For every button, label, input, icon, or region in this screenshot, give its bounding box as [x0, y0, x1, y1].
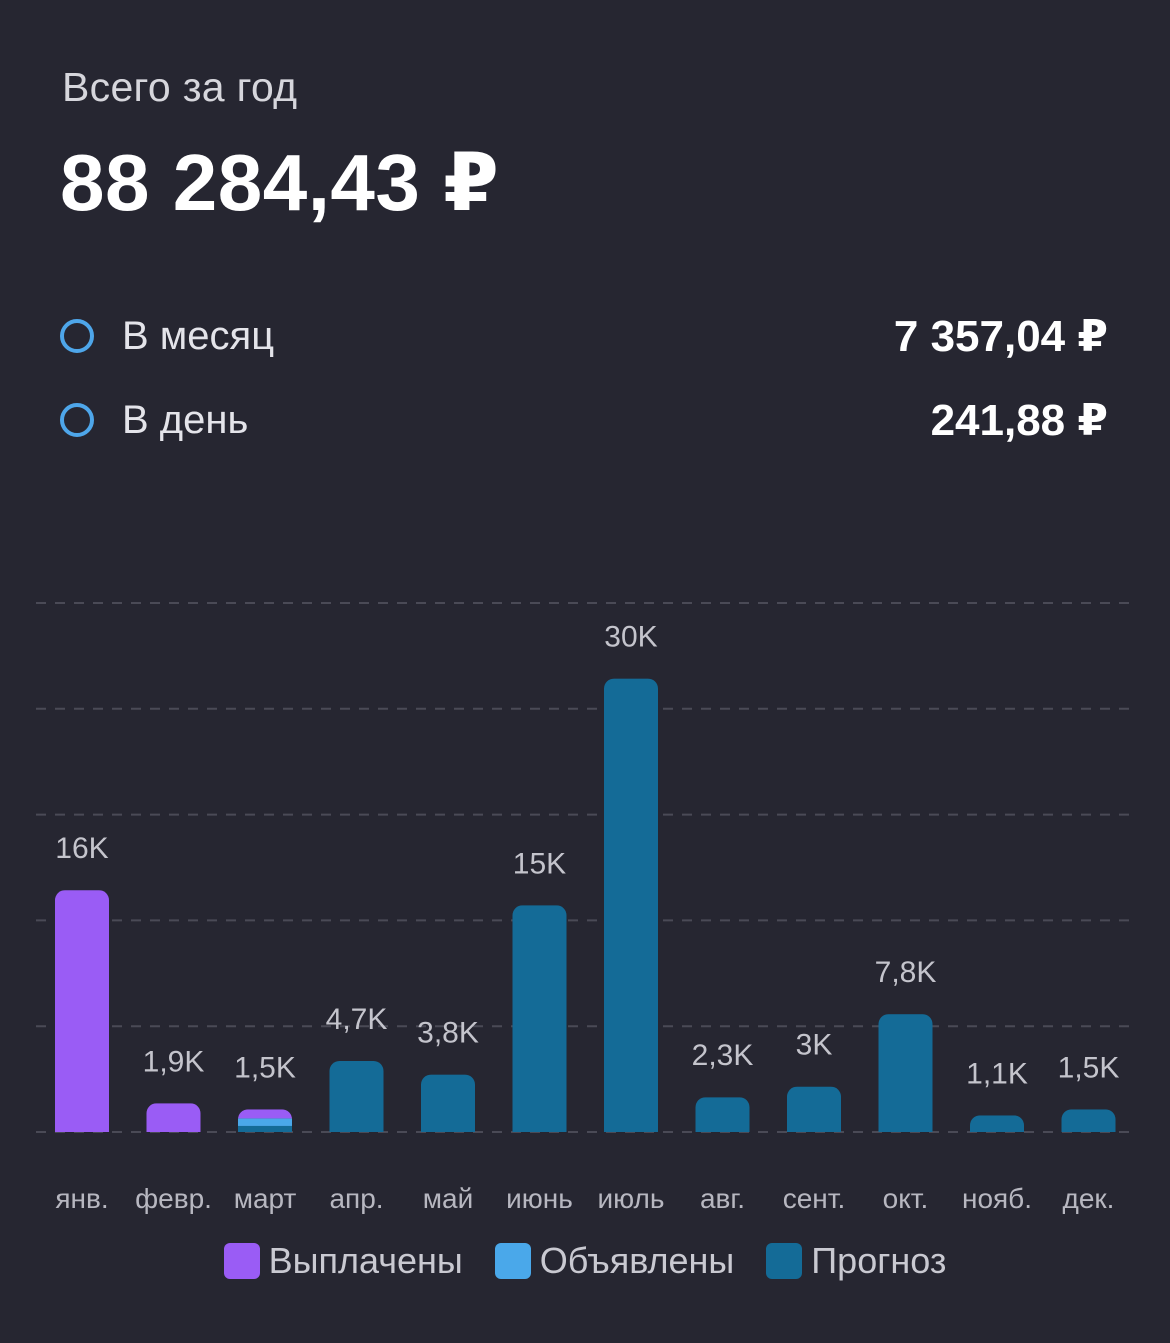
bar-value-label: 1,5K: [234, 1051, 296, 1084]
per-day-value: 241,88 ₽: [930, 395, 1108, 445]
bar-нояб.-Прогноз: [970, 1115, 1024, 1132]
month-label: июнь: [506, 1183, 573, 1214]
bar-дек.-Прогноз: [1061, 1109, 1116, 1132]
legend-label-forecast: Прогноз: [811, 1240, 947, 1281]
legend-swatch-forecast: [766, 1243, 803, 1279]
total-value: 88 284,43 ₽: [60, 138, 500, 227]
bar-июль-Прогноз: [604, 678, 658, 1132]
bar-сент.-Прогноз: [787, 1086, 841, 1132]
month-label: июль: [598, 1183, 665, 1214]
bar-value-label: 1,9K: [143, 1045, 205, 1078]
month-label: окт.: [883, 1183, 929, 1214]
bar-value-label: 16K: [55, 832, 108, 865]
per-month-value: 7 357,04 ₽: [893, 311, 1108, 361]
bar-июнь-Прогноз: [512, 905, 567, 1132]
radio-circle-icon[interactable]: [60, 403, 94, 437]
bar-value-label: 3K: [796, 1029, 833, 1062]
legend-item-forecast[interactable]: Прогноз: [766, 1240, 946, 1282]
bar-value-label: 3,8K: [417, 1017, 479, 1050]
bar-value-label: 1,1K: [966, 1057, 1028, 1090]
bar-март-Прогноз: [238, 1125, 292, 1132]
total-label: Всего за год: [62, 64, 298, 110]
per-month-row[interactable]: В месяц 7 357,04 ₽: [60, 308, 1108, 364]
bar-value-label: 4,7K: [326, 1003, 388, 1036]
month-label: авг.: [700, 1183, 745, 1214]
bar-март-Выплачены: [238, 1109, 292, 1119]
legend-label-paid: Выплачены: [268, 1240, 463, 1281]
bar-value-label: 15K: [513, 847, 566, 880]
month-label: нояб.: [962, 1183, 1032, 1214]
bar-февр.-Выплачены: [146, 1103, 201, 1132]
bar-апр.-Прогноз: [329, 1060, 384, 1132]
legend-item-paid[interactable]: Выплачены: [223, 1240, 463, 1282]
chart-legend: Выплачены Объявлены Прогноз: [0, 1240, 1170, 1282]
month-label: сент.: [783, 1183, 846, 1214]
bar-value-label: 2,3K: [692, 1039, 754, 1072]
bar-март-Объявлены: [238, 1118, 292, 1126]
bar-окт.-Прогноз: [878, 1014, 933, 1132]
per-day-row[interactable]: В день 241,88 ₽: [60, 392, 1108, 448]
month-label: дек.: [1063, 1183, 1115, 1214]
per-month-label: В месяц: [122, 313, 275, 358]
legend-item-announced[interactable]: Объявлены: [494, 1240, 735, 1282]
month-label: февр.: [135, 1183, 212, 1214]
month-label: май: [423, 1183, 473, 1214]
month-label: янв.: [55, 1183, 108, 1214]
bar-value-label: 30K: [604, 621, 657, 654]
per-day-label: В день: [122, 397, 249, 442]
dividends-bar-chart: 16K янв. 1,9K февр. 1,5K март 4,7K апр. 3,8K май 1…: [36, 602, 1130, 1214]
bar-май-Прогноз: [421, 1074, 475, 1132]
bar-value-label: 1,5K: [1058, 1051, 1120, 1084]
bar-value-label: 7,8K: [875, 956, 937, 989]
legend-label-announced: Объявлены: [539, 1240, 735, 1281]
radio-circle-icon[interactable]: [60, 319, 94, 353]
month-label: март: [234, 1183, 297, 1214]
legend-swatch-paid: [223, 1243, 260, 1279]
legend-swatch-announced: [494, 1243, 531, 1279]
month-label: апр.: [329, 1183, 383, 1214]
bar-янв.-Выплачены: [55, 890, 109, 1132]
bar-авг.-Прогноз: [695, 1097, 750, 1132]
